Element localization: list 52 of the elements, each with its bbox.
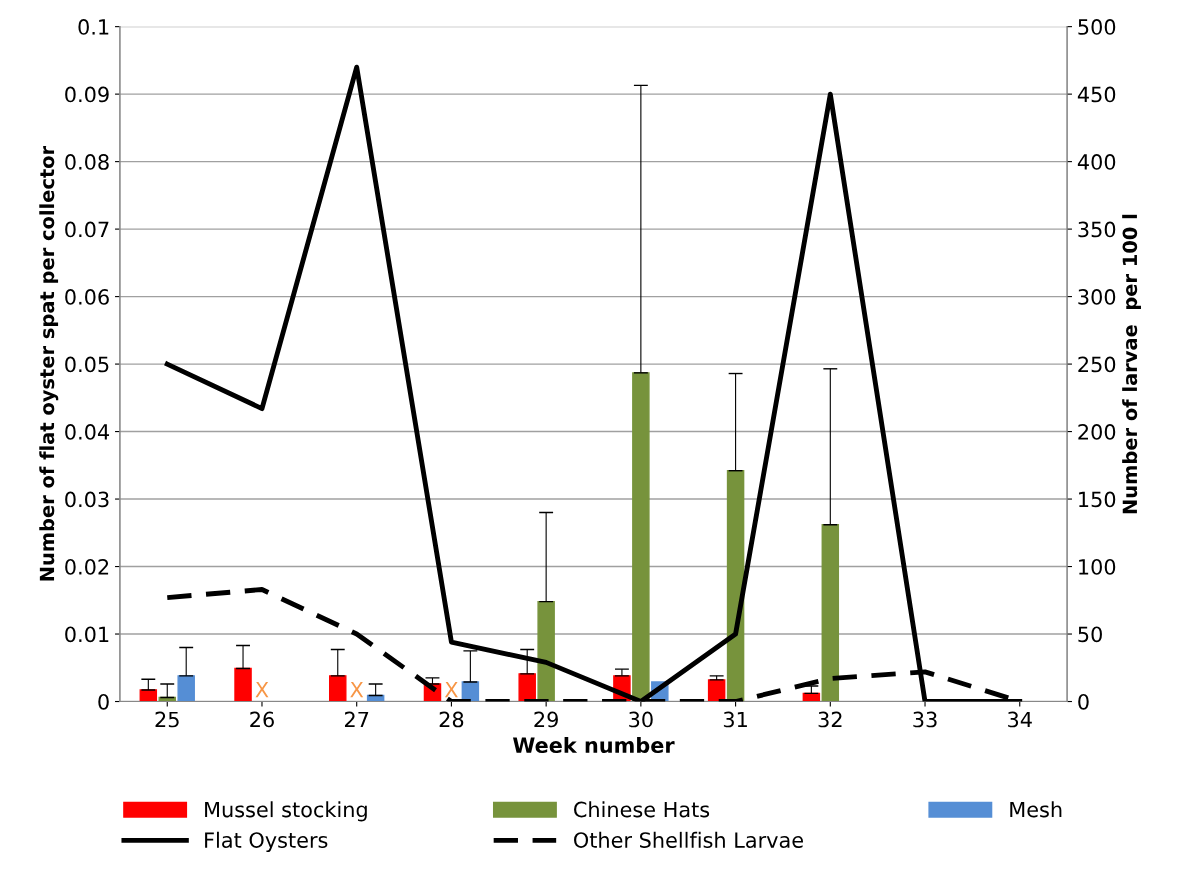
legend-label: Other Shellfish Larvae	[574, 831, 803, 848]
y-tick-label: 0.06	[65, 289, 109, 305]
y2-tick-label: 500	[1078, 19, 1116, 35]
legend-label: Flat Oysters	[205, 831, 328, 852]
x-tick-label: 28	[439, 711, 464, 728]
y-tick-label: 0.1	[78, 19, 109, 35]
y-tick-label: 0.09	[65, 86, 109, 103]
bar	[821, 524, 840, 702]
y-tick-label: 0.07	[65, 221, 109, 238]
x-tick-label: 25	[155, 711, 179, 728]
y2-tick-label: 100	[1079, 559, 1116, 575]
x-tick-label: 33	[913, 711, 937, 728]
legend-label: Mussel stocking	[205, 801, 367, 822]
y-tick-label: 0.03	[65, 491, 109, 508]
x-tick-label: 30	[629, 711, 653, 728]
bar	[632, 372, 650, 702]
y2-tick-label: 50	[1078, 626, 1102, 643]
y-tick-label: 0	[98, 693, 109, 710]
y2-tick-label: 200	[1078, 424, 1116, 440]
bar	[707, 679, 726, 702]
bar	[234, 667, 252, 702]
legend-label: Mesh	[1010, 801, 1062, 818]
bar	[177, 675, 195, 702]
bar	[726, 470, 745, 702]
y2-tick-label: 450	[1077, 86, 1116, 103]
y2-tick-label: 350	[1078, 221, 1116, 238]
x-tick-label: 26	[250, 711, 274, 728]
x-tick-label: 34	[1008, 711, 1032, 728]
y2-tick-label: 0	[1078, 693, 1089, 710]
y2-tick-label: 400	[1077, 154, 1116, 170]
y-tick-label: 0.08	[65, 154, 109, 170]
y-tick-label: 0.01	[65, 626, 109, 643]
legend-label: Chinese Hats	[574, 801, 710, 818]
bar	[329, 675, 347, 702]
y2-tick-label: 250	[1078, 356, 1116, 373]
y-tick-label: 0.02	[65, 559, 109, 575]
x-tick-label: 32	[818, 711, 842, 728]
annotation: X	[255, 682, 269, 698]
y2-tick-label: 150	[1079, 491, 1116, 508]
y-axis-title: Number of flat oyster spat per collector	[39, 145, 59, 581]
x-tick-label: 31	[723, 711, 747, 728]
y2-axis-title: Number of larvae per 100 l	[1122, 214, 1141, 514]
x-tick-label: 27	[344, 711, 369, 728]
annotation: X	[350, 682, 364, 698]
annotation: X	[444, 682, 458, 698]
bar	[518, 673, 536, 702]
y2-tick-label: 300	[1078, 289, 1116, 305]
x-tick-label: 29	[534, 711, 558, 728]
y-tick-label: 0.05	[65, 356, 109, 373]
x-axis-title: Week number	[512, 736, 675, 754]
y-tick-label: 0.04	[65, 424, 110, 440]
bar	[537, 600, 555, 702]
